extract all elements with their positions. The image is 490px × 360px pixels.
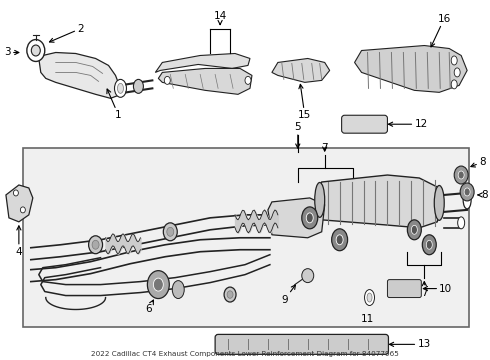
Polygon shape [268, 198, 325, 238]
Polygon shape [158, 68, 252, 94]
Ellipse shape [13, 190, 19, 196]
Ellipse shape [458, 171, 464, 179]
Text: 2022 Cadillac CT4 Exhaust Components Lower Reinforcement Diagram for 84077965: 2022 Cadillac CT4 Exhaust Components Low… [91, 351, 399, 357]
Ellipse shape [302, 207, 318, 229]
Polygon shape [6, 185, 33, 222]
Text: 11: 11 [361, 315, 374, 324]
Ellipse shape [227, 291, 233, 298]
Text: 12: 12 [389, 119, 428, 129]
Text: 2: 2 [49, 24, 84, 42]
Ellipse shape [434, 185, 444, 220]
FancyBboxPatch shape [388, 280, 421, 298]
Ellipse shape [164, 76, 171, 84]
Ellipse shape [21, 207, 25, 213]
Ellipse shape [365, 289, 374, 306]
Text: 14: 14 [214, 11, 227, 24]
Text: 3: 3 [4, 48, 19, 58]
Text: 7: 7 [321, 143, 328, 153]
Text: 16: 16 [431, 14, 451, 47]
Ellipse shape [412, 225, 417, 234]
Text: 10: 10 [423, 284, 452, 293]
Ellipse shape [454, 68, 460, 77]
Ellipse shape [133, 80, 144, 93]
Ellipse shape [464, 188, 470, 196]
Ellipse shape [167, 227, 174, 236]
Text: 6: 6 [145, 300, 153, 315]
Ellipse shape [115, 80, 126, 97]
Text: 9: 9 [282, 285, 295, 305]
Text: 13: 13 [390, 339, 431, 349]
Text: 1: 1 [107, 89, 122, 120]
Ellipse shape [315, 183, 325, 217]
Text: 15: 15 [298, 84, 311, 120]
Text: 7: 7 [421, 282, 428, 298]
Text: 5: 5 [294, 122, 301, 148]
Ellipse shape [407, 220, 421, 240]
Ellipse shape [422, 235, 436, 255]
Ellipse shape [245, 76, 251, 84]
Ellipse shape [163, 223, 177, 241]
Ellipse shape [224, 287, 236, 302]
Ellipse shape [336, 235, 343, 245]
Polygon shape [39, 53, 121, 98]
Ellipse shape [153, 278, 163, 291]
Ellipse shape [332, 229, 347, 251]
FancyBboxPatch shape [23, 148, 469, 328]
Polygon shape [272, 58, 330, 82]
Ellipse shape [306, 213, 313, 223]
Ellipse shape [451, 56, 457, 65]
Ellipse shape [454, 166, 468, 184]
Polygon shape [318, 175, 441, 228]
Ellipse shape [463, 191, 471, 209]
Ellipse shape [147, 271, 169, 298]
Text: 8: 8 [478, 190, 488, 200]
Ellipse shape [89, 236, 102, 254]
Polygon shape [155, 54, 250, 72]
Polygon shape [355, 45, 467, 92]
Ellipse shape [367, 293, 372, 302]
Ellipse shape [31, 45, 40, 56]
Ellipse shape [460, 183, 474, 201]
Ellipse shape [27, 40, 45, 62]
Text: 8: 8 [471, 157, 486, 167]
Ellipse shape [118, 84, 123, 93]
Ellipse shape [426, 240, 432, 249]
FancyBboxPatch shape [342, 115, 388, 133]
Ellipse shape [451, 80, 457, 89]
Ellipse shape [458, 217, 465, 229]
Text: 4: 4 [16, 226, 22, 257]
Ellipse shape [92, 240, 99, 249]
FancyBboxPatch shape [215, 334, 389, 354]
Ellipse shape [172, 280, 184, 298]
Ellipse shape [302, 269, 314, 283]
